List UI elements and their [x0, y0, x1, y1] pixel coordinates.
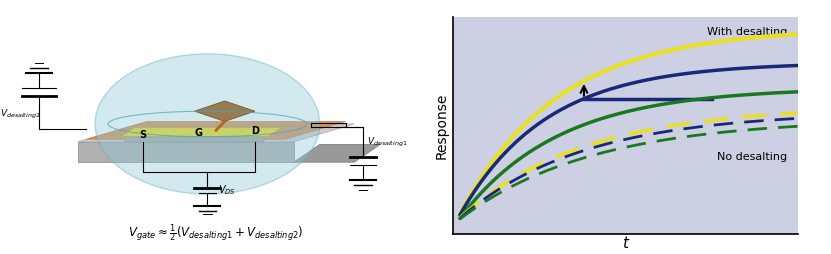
Text: $V_{gate} \approx \frac{1}{2}(V_{desalting1}+V_{desalting2})$: $V_{gate} \approx \frac{1}{2}(V_{desalti…	[128, 221, 304, 243]
Polygon shape	[78, 124, 354, 142]
Text: G: G	[194, 128, 203, 138]
Polygon shape	[294, 145, 381, 163]
Text: $V_{DS}$: $V_{DS}$	[219, 182, 236, 196]
Polygon shape	[78, 142, 294, 163]
Polygon shape	[86, 122, 346, 140]
Polygon shape	[121, 128, 281, 137]
Text: With desalting: With desalting	[707, 26, 788, 36]
Text: $V_{desalting1}$: $V_{desalting1}$	[367, 136, 408, 149]
Text: D: D	[251, 126, 259, 136]
Polygon shape	[194, 102, 255, 122]
X-axis label: t: t	[622, 235, 628, 250]
Text: No desalting: No desalting	[717, 152, 788, 162]
Text: $V_{desalting2}$: $V_{desalting2}$	[0, 108, 41, 121]
Text: S: S	[139, 129, 146, 139]
Y-axis label: Response: Response	[435, 93, 449, 159]
Polygon shape	[125, 137, 263, 142]
Ellipse shape	[95, 55, 320, 194]
